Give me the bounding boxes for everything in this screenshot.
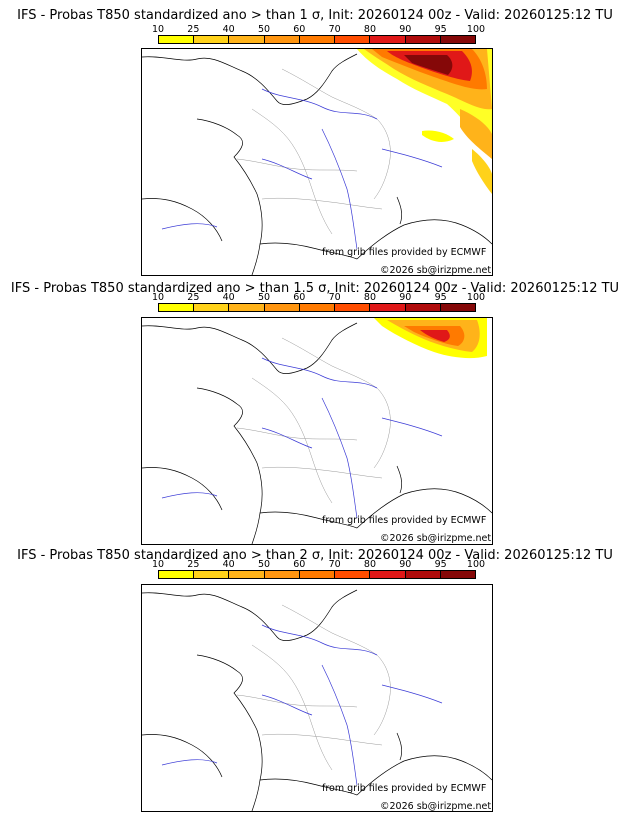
- colorbar-tick: 70: [328, 24, 341, 35]
- source-credit: from grib files provided by ECMWF: [322, 783, 487, 794]
- colorbar-swatch: [228, 571, 264, 578]
- coastlines: [142, 53, 492, 275]
- colorbar-swatch: [369, 571, 405, 578]
- probability-map: [142, 49, 492, 275]
- colorbar-ticks: 10 25 40 50 60 70 80 90 95 100: [152, 559, 485, 571]
- colorbar-swatch: [159, 304, 194, 311]
- colorbar-ticks: 10 25 40 50 60 70 80 90 95 100: [152, 292, 485, 304]
- colorbar-tick: 40: [222, 292, 235, 303]
- rivers: [161, 88, 443, 250]
- colorbar-swatch: [159, 36, 194, 43]
- coastlines: [142, 589, 492, 811]
- colorbar-swatch: [298, 36, 335, 43]
- colorbar-swatch: [263, 36, 299, 43]
- colorbar: [158, 35, 476, 44]
- copyright-credit: ©2026 sb@irizpme.net: [380, 533, 492, 544]
- colorbar: [158, 303, 476, 312]
- colorbar-tick: 50: [257, 292, 271, 303]
- colorbar-tick: 95: [434, 559, 447, 570]
- map-frame: from grib files provided by ECMWF ©2026 …: [141, 317, 493, 545]
- colorbar-tick: 70: [328, 559, 341, 570]
- colorbar-swatch: [404, 571, 440, 578]
- map-frame: from grib files provided by ECMWF ©2026 …: [141, 48, 493, 276]
- colorbar-tick: 80: [363, 24, 377, 35]
- colorbar-swatch: [193, 36, 229, 43]
- panel-title: IFS - Probas T850 standardized ano > tha…: [10, 281, 620, 296]
- colorbar-swatch: [334, 571, 370, 578]
- rivers: [161, 357, 443, 519]
- colorbar-tick: 90: [399, 292, 412, 303]
- colorbar-tick: 60: [293, 292, 306, 303]
- colorbar-swatch: [439, 36, 475, 43]
- colorbar-swatch: [159, 571, 194, 578]
- rivers: [161, 624, 443, 786]
- colorbar-tick: 60: [293, 559, 306, 570]
- colorbar-tick: 80: [363, 559, 377, 570]
- colorbar-swatch: [298, 571, 335, 578]
- colorbar-swatch: [263, 571, 299, 578]
- colorbar-tick: 10: [151, 24, 165, 35]
- colorbar-swatch: [193, 571, 229, 578]
- colorbar-tick: 95: [434, 292, 447, 303]
- colorbar-tick: 80: [363, 292, 377, 303]
- colorbar-swatch: [439, 304, 475, 311]
- colorbar-tick: 70: [328, 292, 341, 303]
- colorbar-swatch: [404, 36, 440, 43]
- probability-field: [357, 49, 492, 194]
- colorbar-tick: 40: [222, 24, 235, 35]
- colorbar-tick: 25: [187, 24, 200, 35]
- colorbar-swatch: [334, 304, 370, 311]
- colorbar-swatch: [334, 36, 370, 43]
- colorbar-tick: 95: [434, 24, 447, 35]
- borders: [236, 68, 391, 235]
- colorbar-swatch: [228, 304, 264, 311]
- map-frame: from grib files provided by ECMWF ©2026 …: [141, 584, 493, 812]
- colorbar-swatch: [439, 571, 475, 578]
- source-credit: from grib files provided by ECMWF: [322, 515, 487, 526]
- probability-map: [142, 589, 492, 811]
- colorbar-tick: 10: [151, 559, 165, 570]
- copyright-credit: ©2026 sb@irizpme.net: [380, 801, 492, 812]
- colorbar-swatch: [404, 304, 440, 311]
- colorbar-tick: 60: [293, 24, 306, 35]
- colorbar-tick: 50: [257, 24, 271, 35]
- colorbar-swatch: [193, 304, 229, 311]
- borders: [236, 337, 391, 504]
- probability-field: [374, 318, 487, 359]
- coastlines: [142, 322, 492, 544]
- colorbar-swatch: [263, 304, 299, 311]
- colorbar: [158, 570, 476, 579]
- colorbar-tick: 25: [187, 292, 200, 303]
- colorbar-swatch: [298, 304, 335, 311]
- copyright-credit: ©2026 sb@irizpme.net: [380, 265, 492, 276]
- source-credit: from grib files provided by ECMWF: [322, 247, 487, 258]
- colorbar-tick: 40: [222, 559, 235, 570]
- panel-title: IFS - Probas T850 standardized ano > tha…: [17, 548, 613, 563]
- borders: [236, 604, 391, 771]
- colorbar-tick: 90: [399, 559, 412, 570]
- colorbar-tick: 10: [151, 292, 165, 303]
- colorbar-swatch: [369, 36, 405, 43]
- colorbar-tick: 100: [466, 559, 486, 570]
- colorbar-tick: 90: [399, 24, 412, 35]
- panel-title: IFS - Probas T850 standardized ano > tha…: [17, 8, 613, 23]
- colorbar-swatch: [228, 36, 264, 43]
- colorbar-tick: 100: [466, 292, 486, 303]
- colorbar-tick: 50: [257, 559, 271, 570]
- probability-map: [142, 318, 492, 544]
- colorbar-ticks: 10 25 40 50 60 70 80 90 95 100: [152, 24, 485, 36]
- colorbar-swatch: [369, 304, 405, 311]
- colorbar-tick: 25: [187, 559, 200, 570]
- colorbar-tick: 100: [466, 24, 486, 35]
